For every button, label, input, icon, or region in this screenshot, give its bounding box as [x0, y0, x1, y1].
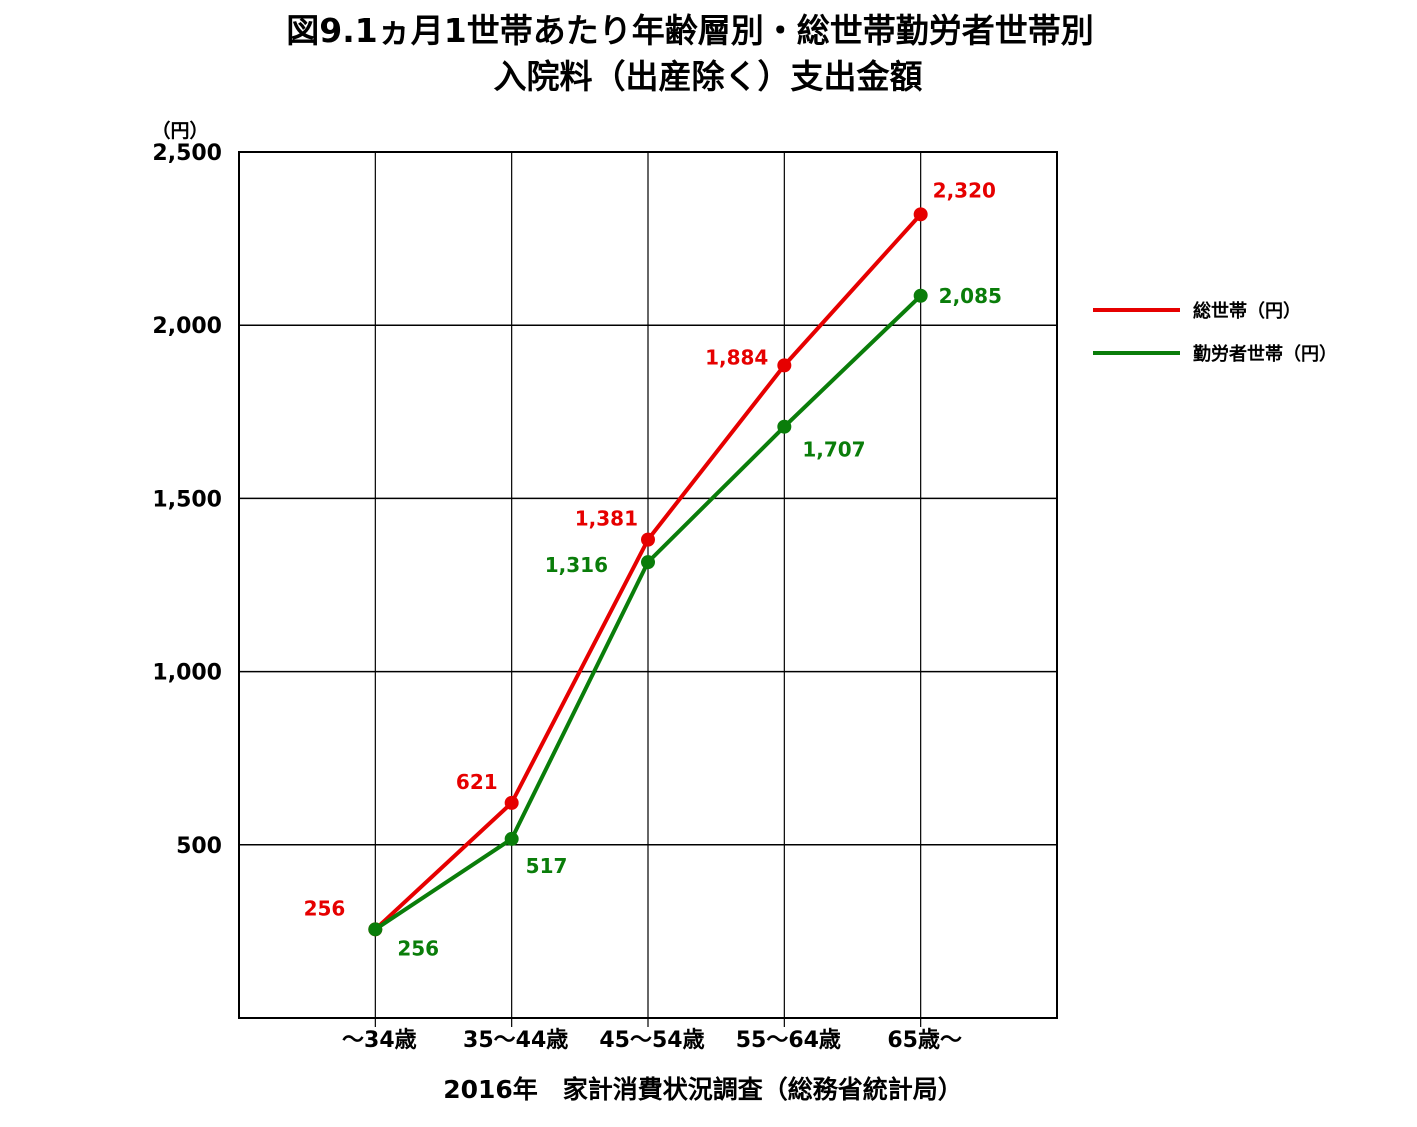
x-tick-label: ～34歳: [342, 1028, 417, 1053]
data-point: [777, 358, 792, 373]
data-point: [368, 922, 383, 937]
x-tick-label: 65歳～: [887, 1028, 962, 1053]
y-tick-label: 500: [176, 834, 222, 859]
data-label: 621: [456, 770, 498, 794]
legend-label: 総世帯（円）: [1193, 300, 1301, 322]
y-tick-label: 1,500: [152, 487, 222, 512]
chart-title-line-2: 入院料（出産除く）支出金額: [494, 57, 923, 96]
data-point: [504, 831, 519, 846]
plot-area: 500 1,000 1,500 2,000 2,500 ～34歳 35～44歳 45～54歳 5…: [152, 141, 1058, 1053]
data-label: 256: [304, 896, 346, 920]
x-tick-label: 35～44歳: [463, 1028, 568, 1053]
legend-label: 勤労者世帯（円）: [1193, 343, 1337, 365]
data-label: 1,707: [802, 438, 865, 462]
plot-border: [238, 151, 1058, 1019]
y-tick-label: 2,500: [152, 141, 222, 166]
chart-title-line-1: 図9.1ヵ月1世帯あたり年齢層別・総世帯勤労者世帯別: [286, 11, 1093, 50]
data-label: 256: [397, 936, 439, 960]
chart-source: 2016年 家計消費状況調査（総務省統計局）: [443, 1075, 963, 1104]
data-label: 2,320: [933, 178, 996, 202]
data-label: 1,884: [705, 345, 768, 369]
y-axis-unit: （円）: [151, 119, 208, 142]
data-label: 517: [526, 854, 568, 878]
x-tick-label: 45～54歳: [599, 1028, 704, 1053]
data-point: [641, 532, 655, 547]
x-tick-label: 55～64歳: [736, 1028, 841, 1053]
data-label: 1,381: [575, 507, 638, 531]
data-point: [913, 288, 928, 303]
data-point: [777, 419, 792, 434]
y-tick-label: 2,000: [152, 314, 222, 339]
data-point: [913, 207, 928, 222]
data-point: [641, 555, 655, 570]
y-tick-label: 1,000: [152, 661, 222, 686]
legend: 総世帯（円） 勤労者世帯（円）: [1093, 300, 1337, 365]
data-label: 1,316: [545, 553, 608, 577]
data-label: 2,085: [939, 284, 1002, 308]
data-point: [504, 795, 519, 810]
